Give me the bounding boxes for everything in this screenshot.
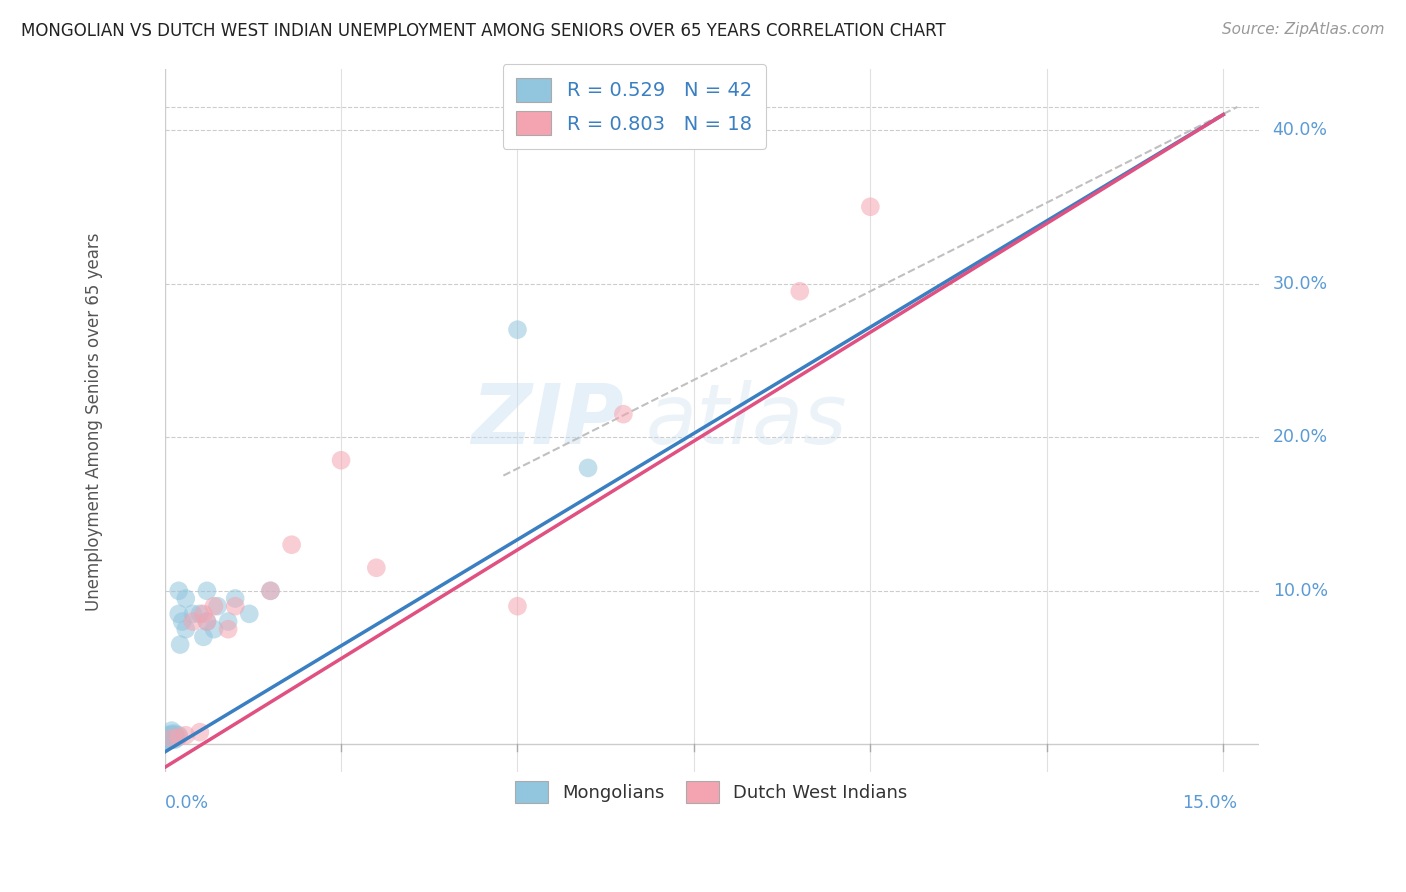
Point — [207, 599, 229, 614]
Point — [506, 323, 529, 337]
Text: 20.0%: 20.0% — [1272, 428, 1327, 446]
Point — [195, 615, 218, 629]
Point — [188, 607, 211, 621]
Point — [157, 732, 180, 747]
Point — [163, 732, 186, 747]
Point — [188, 725, 211, 739]
Point — [224, 599, 246, 614]
Point — [165, 727, 187, 741]
Point — [174, 591, 197, 606]
Point — [160, 730, 183, 744]
Point — [167, 728, 190, 742]
Point — [859, 200, 882, 214]
Text: MONGOLIAN VS DUTCH WEST INDIAN UNEMPLOYMENT AMONG SENIORS OVER 65 YEARS CORRELAT: MONGOLIAN VS DUTCH WEST INDIAN UNEMPLOYM… — [21, 22, 946, 40]
Point — [259, 583, 281, 598]
Point — [217, 622, 239, 636]
Text: ZIP: ZIP — [471, 380, 624, 461]
Text: atlas: atlas — [645, 380, 848, 461]
Point — [576, 461, 599, 475]
Point — [181, 607, 204, 621]
Point — [195, 615, 218, 629]
Point — [224, 591, 246, 606]
Point — [166, 731, 188, 746]
Point — [157, 728, 180, 742]
Point — [167, 730, 190, 744]
Text: 40.0%: 40.0% — [1272, 121, 1327, 139]
Point — [366, 561, 388, 575]
Point — [160, 727, 183, 741]
Point — [259, 583, 281, 598]
Text: 30.0%: 30.0% — [1272, 275, 1327, 293]
Point — [159, 728, 181, 742]
Text: Unemployment Among Seniors over 65 years: Unemployment Among Seniors over 65 years — [84, 233, 103, 611]
Legend: Mongolians, Dutch West Indians: Mongolians, Dutch West Indians — [503, 769, 921, 816]
Point — [193, 630, 215, 644]
Point — [195, 583, 218, 598]
Point — [238, 607, 260, 621]
Point — [160, 723, 183, 738]
Text: Source: ZipAtlas.com: Source: ZipAtlas.com — [1222, 22, 1385, 37]
Point — [160, 731, 183, 746]
Point — [789, 285, 811, 299]
Point — [217, 615, 239, 629]
Point — [506, 599, 529, 614]
Point — [159, 732, 181, 747]
Point — [157, 730, 180, 744]
Point — [167, 583, 190, 598]
Point — [156, 732, 179, 747]
Point — [174, 728, 197, 742]
Point — [165, 730, 187, 744]
Point — [169, 638, 191, 652]
Text: 15.0%: 15.0% — [1182, 794, 1237, 812]
Point — [162, 731, 184, 746]
Point — [157, 731, 180, 746]
Point — [330, 453, 353, 467]
Point — [155, 734, 177, 748]
Point — [159, 732, 181, 747]
Point — [193, 607, 215, 621]
Point — [181, 615, 204, 629]
Point — [156, 731, 179, 746]
Point — [280, 538, 302, 552]
Point — [202, 622, 225, 636]
Point — [612, 407, 634, 421]
Point — [163, 728, 186, 742]
Point — [167, 607, 190, 621]
Text: 0.0%: 0.0% — [165, 794, 208, 812]
Point — [159, 730, 181, 744]
Point — [174, 622, 197, 636]
Point — [160, 732, 183, 747]
Point — [172, 615, 194, 629]
Point — [160, 731, 183, 746]
Text: 10.0%: 10.0% — [1272, 582, 1327, 599]
Point — [202, 599, 225, 614]
